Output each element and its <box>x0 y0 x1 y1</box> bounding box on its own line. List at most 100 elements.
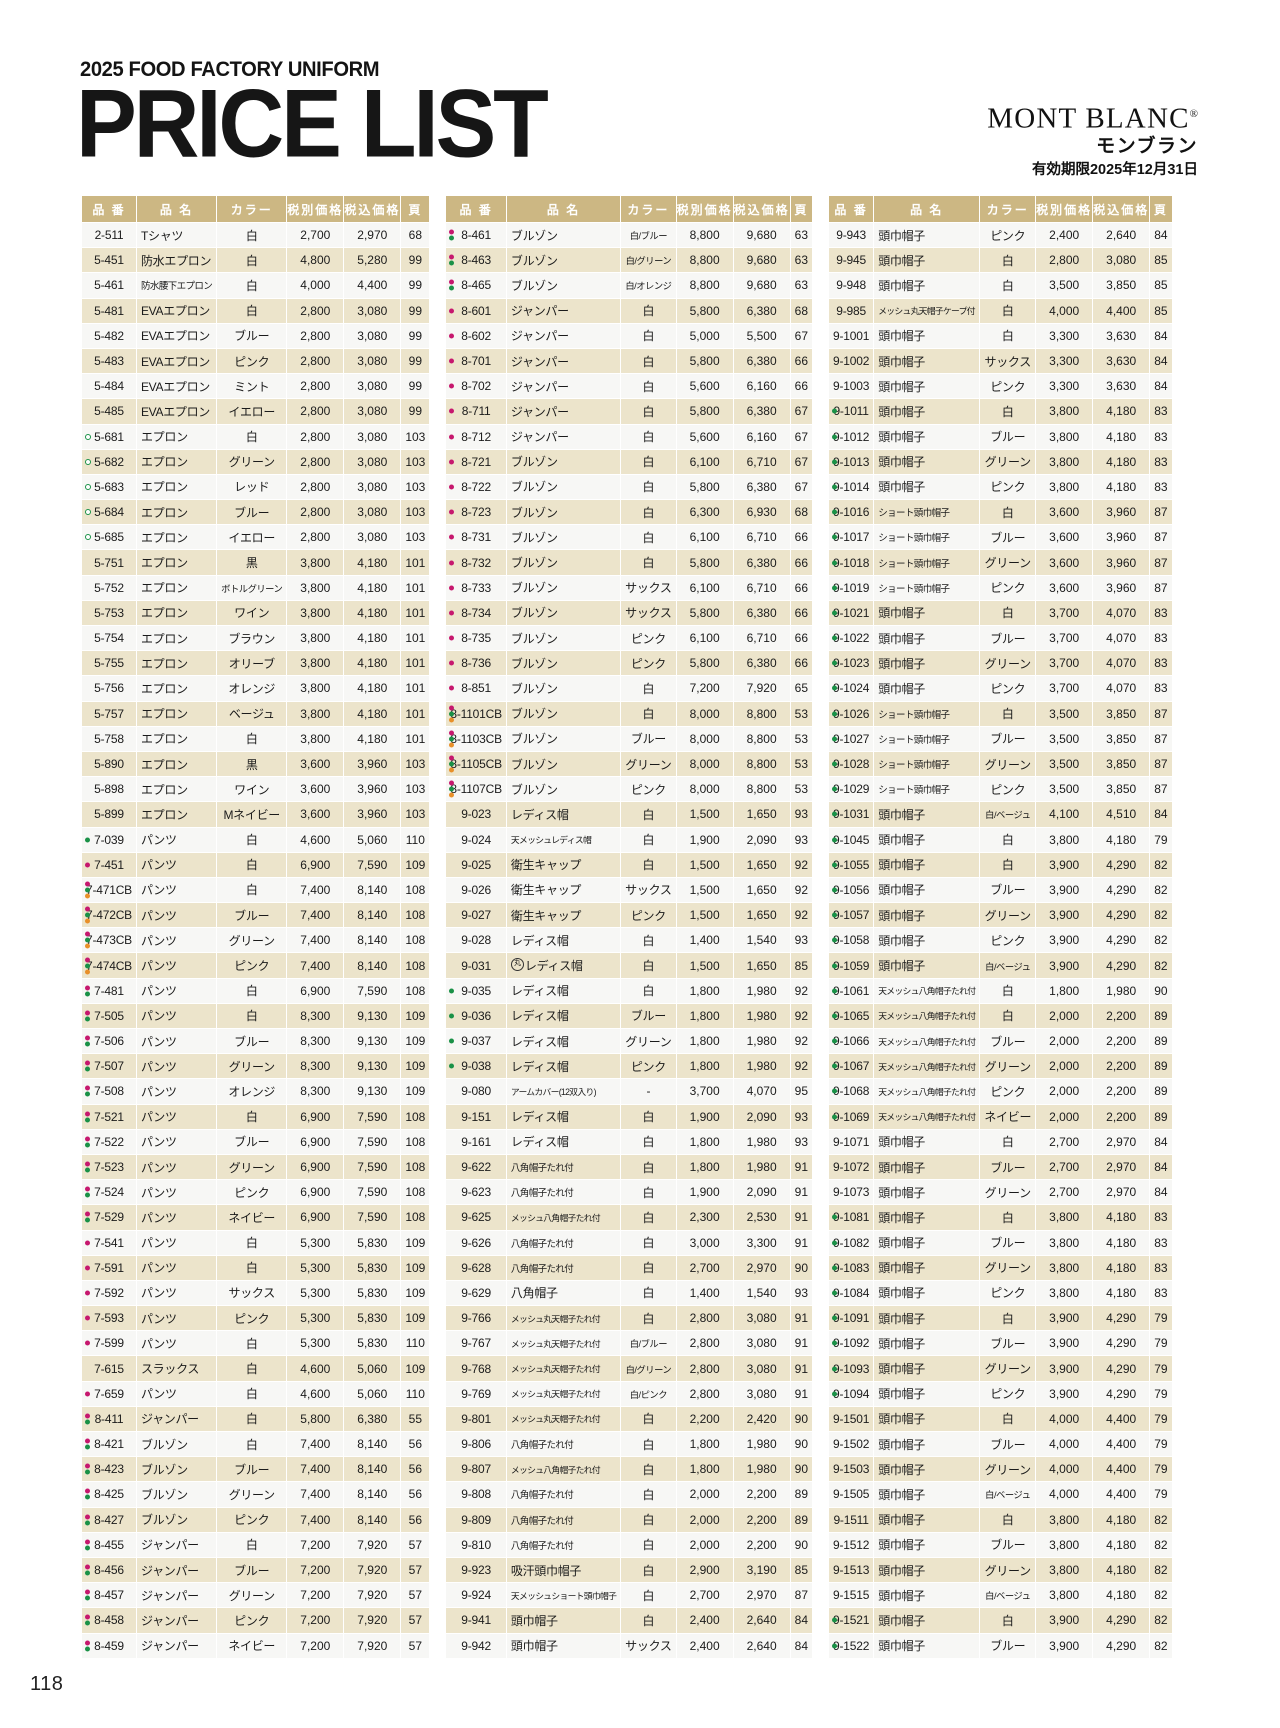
cell-catalog-page[interactable]: 66 <box>790 575 813 601</box>
cell-catalog-page[interactable]: 87 <box>790 1582 813 1609</box>
table-row[interactable]: 8-732 ブルゾン白 5,800 6,380 66 <box>446 549 813 576</box>
cell-catalog-page[interactable]: 92 <box>790 852 813 878</box>
cell-catalog-page[interactable]: 63 <box>790 247 813 274</box>
cell-catalog-page[interactable]: 87 <box>1149 499 1172 526</box>
cell-catalog-page[interactable]: 79 <box>1149 1381 1172 1407</box>
table-row[interactable]: 5-683 エプロン レッド 2,800 3,080 103 <box>82 474 430 501</box>
table-row[interactable]: 8-1107CB ブルゾン ピンク 8,000 8,800 53 <box>446 776 813 803</box>
table-row[interactable]: 9-623 八角帽子たれ付白 1,900 2,090 91 <box>446 1179 813 1206</box>
cell-catalog-page[interactable]: 67 <box>790 474 813 501</box>
table-row[interactable]: 9-1011 頭巾帽子白 3,800 4,180 83 <box>829 398 1172 425</box>
cell-catalog-page[interactable]: 87 <box>1149 575 1172 601</box>
table-row[interactable]: 9-626 八角帽子たれ付白 3,000 3,300 91 <box>446 1230 813 1256</box>
cell-catalog-page[interactable]: 82 <box>1149 927 1172 954</box>
cell-catalog-page[interactable]: 109 <box>400 1078 430 1105</box>
table-row[interactable]: 9-037 レディス帽 グリーン 1,800 1,980 92 <box>446 1028 813 1055</box>
cell-catalog-page[interactable]: 66 <box>790 348 813 375</box>
cell-catalog-page[interactable]: 89 <box>790 1481 813 1508</box>
table-row[interactable]: 9-924 天メッシュショート頭巾帽子白 2,700 2,970 87 <box>446 1582 813 1609</box>
table-row[interactable]: 9-1029 ショート頭巾帽子 ピンク 3,500 3,850 87 <box>829 776 1172 803</box>
cell-catalog-page[interactable]: 90 <box>1149 978 1172 1004</box>
cell-catalog-page[interactable]: 84 <box>1149 801 1172 828</box>
table-row[interactable]: 9-1073 頭巾帽子 グリーン 2,700 2,970 84 <box>829 1179 1172 1206</box>
cell-catalog-page[interactable]: 101 <box>400 650 430 677</box>
table-row[interactable]: 9-1012 頭巾帽子 ブルー 3,800 4,180 83 <box>829 424 1172 450</box>
table-row[interactable]: 9-1512 頭巾帽子 ブルー 3,800 4,180 82 <box>829 1532 1172 1558</box>
table-row[interactable]: 7-529 パンツ ネイビー 6,900 7,590 108 <box>82 1204 430 1231</box>
table-row[interactable]: 7-039 パンツ白 4,600 5,060 110 <box>82 827 430 853</box>
table-row[interactable]: 9-1066 天メッシュ八角帽子たれ付 ブルー 2,000 2,200 89 <box>829 1028 1172 1055</box>
cell-catalog-page[interactable]: 108 <box>400 902 430 929</box>
table-row[interactable]: 9-1001 頭巾帽子白 3,300 3,630 84 <box>829 323 1172 349</box>
cell-catalog-page[interactable]: 82 <box>1149 1532 1172 1558</box>
cell-catalog-page[interactable]: 84 <box>1149 348 1172 375</box>
cell-catalog-page[interactable]: 85 <box>1149 298 1172 324</box>
table-row[interactable]: 9-1513 頭巾帽子 グリーン 3,800 4,180 82 <box>829 1557 1172 1584</box>
table-row[interactable]: 5-756 エプロン オレンジ 3,800 4,180 101 <box>82 675 430 702</box>
cell-catalog-page[interactable]: 93 <box>790 1104 813 1130</box>
table-row[interactable]: 7-506 パンツ ブルー 8,300 9,130 109 <box>82 1028 430 1055</box>
cell-catalog-page[interactable]: 83 <box>1149 1280 1172 1307</box>
cell-catalog-page[interactable]: 79 <box>1149 1406 1172 1433</box>
table-row[interactable]: 9-1502 頭巾帽子 ブルー 4,000 4,400 79 <box>829 1431 1172 1458</box>
table-row[interactable]: 5-898 エプロン ワイン 3,600 3,960 103 <box>82 776 430 803</box>
table-row[interactable]: 8-427 ブルゾン ピンク 7,400 8,140 56 <box>82 1507 430 1533</box>
table-row[interactable]: 9-625 メッシュ八角帽子たれ付白 2,300 2,530 91 <box>446 1204 813 1231</box>
cell-catalog-page[interactable]: 67 <box>790 398 813 425</box>
cell-catalog-page[interactable]: 53 <box>790 701 813 727</box>
cell-catalog-page[interactable]: 103 <box>400 776 430 803</box>
table-row[interactable]: 7-523 パンツ グリーン 6,900 7,590 108 <box>82 1154 430 1181</box>
table-row[interactable]: 8-712 ジャンパー白 5,600 6,160 67 <box>446 424 813 450</box>
table-row[interactable]: 9-942 頭巾帽子 サックス 2,400 2,640 84 <box>446 1633 813 1659</box>
cell-catalog-page[interactable]: 101 <box>400 701 430 727</box>
cell-catalog-page[interactable]: 89 <box>1149 1053 1172 1080</box>
table-row[interactable]: 5-755 エプロン オリーブ 3,800 4,180 101 <box>82 650 430 677</box>
table-row[interactable]: 7-541 パンツ白 5,300 5,830 109 <box>82 1230 430 1256</box>
table-row[interactable]: 9-080 アームカバー(12双入り) -3,700 4,070 95 <box>446 1078 813 1105</box>
cell-catalog-page[interactable]: 87 <box>1149 701 1172 727</box>
table-row[interactable]: 9-1028 ショート頭巾帽子 グリーン 3,500 3,850 87 <box>829 751 1172 778</box>
cell-catalog-page[interactable]: 95 <box>790 1078 813 1105</box>
table-row[interactable]: 9-941 頭巾帽子白 2,400 2,640 84 <box>446 1607 813 1634</box>
cell-catalog-page[interactable]: 82 <box>1149 1507 1172 1533</box>
table-row[interactable]: 9-1061 天メッシュ八角帽子たれ付白 1,800 1,980 90 <box>829 978 1172 1004</box>
cell-catalog-page[interactable]: 108 <box>400 1204 430 1231</box>
table-row[interactable]: 5-890 エプロン黒 3,600 3,960 103 <box>82 751 430 778</box>
table-row[interactable]: 8-457 ジャンパー グリーン 7,200 7,920 57 <box>82 1582 430 1609</box>
cell-catalog-page[interactable]: 91 <box>790 1179 813 1206</box>
table-row[interactable]: 9-1013 頭巾帽子 グリーン 3,800 4,180 83 <box>829 449 1172 475</box>
table-row[interactable]: 9-1022 頭巾帽子 ブルー 3,700 4,070 83 <box>829 625 1172 652</box>
cell-catalog-page[interactable]: 53 <box>790 751 813 778</box>
cell-catalog-page[interactable]: 92 <box>790 877 813 904</box>
cell-catalog-page[interactable]: 66 <box>790 600 813 627</box>
cell-catalog-page[interactable]: 82 <box>1149 852 1172 878</box>
cell-catalog-page[interactable]: 79 <box>1149 1330 1172 1357</box>
table-row[interactable]: 9-943 頭巾帽子 ピンク 2,400 2,640 84 <box>829 222 1172 249</box>
cell-catalog-page[interactable]: 79 <box>1149 1355 1172 1382</box>
cell-catalog-page[interactable]: 56 <box>400 1431 430 1458</box>
table-row[interactable]: 9-806 八角帽子たれ付白 1,800 1,980 90 <box>446 1431 813 1458</box>
table-row[interactable]: 5-482 EVAエプロン ブルー 2,800 3,080 99 <box>82 323 430 349</box>
table-row[interactable]: 7-615 スラックス白 4,600 5,060 109 <box>82 1355 430 1382</box>
cell-catalog-page[interactable]: 92 <box>790 978 813 1004</box>
table-row[interactable]: 5-757 エプロン ベージュ 3,800 4,180 101 <box>82 701 430 727</box>
cell-catalog-page[interactable]: 108 <box>400 952 430 979</box>
table-row[interactable]: 9-1082 頭巾帽子 ブルー 3,800 4,180 83 <box>829 1230 1172 1256</box>
cell-catalog-page[interactable]: 99 <box>400 373 430 400</box>
cell-catalog-page[interactable]: 84 <box>1149 373 1172 400</box>
cell-catalog-page[interactable]: 99 <box>400 247 430 274</box>
table-row[interactable]: 5-485 EVAエプロン イエロー 2,800 3,080 99 <box>82 398 430 425</box>
cell-catalog-page[interactable]: 83 <box>1149 424 1172 450</box>
table-row[interactable]: 9-1014 頭巾帽子 ピンク 3,800 4,180 83 <box>829 474 1172 501</box>
cell-catalog-page[interactable]: 83 <box>1149 474 1172 501</box>
cell-catalog-page[interactable]: 91 <box>790 1154 813 1181</box>
cell-catalog-page[interactable]: 101 <box>400 726 430 752</box>
table-row[interactable]: 5-753 エプロン ワイン 3,800 4,180 101 <box>82 600 430 627</box>
cell-catalog-page[interactable]: 91 <box>790 1381 813 1407</box>
table-row[interactable]: 9-1023 頭巾帽子 グリーン 3,700 4,070 83 <box>829 650 1172 677</box>
table-row[interactable]: 9-768 メッシュ丸天帽子たれ付 白/グリーン 2,800 3,080 91 <box>446 1355 813 1382</box>
table-row[interactable]: 9-1067 天メッシュ八角帽子たれ付 グリーン 2,000 2,200 89 <box>829 1053 1172 1080</box>
table-row[interactable]: 9-1522 頭巾帽子 ブルー 3,900 4,290 82 <box>829 1633 1172 1659</box>
table-row[interactable]: 9-1521 頭巾帽子白 3,900 4,290 82 <box>829 1607 1172 1634</box>
cell-catalog-page[interactable]: 66 <box>790 650 813 677</box>
